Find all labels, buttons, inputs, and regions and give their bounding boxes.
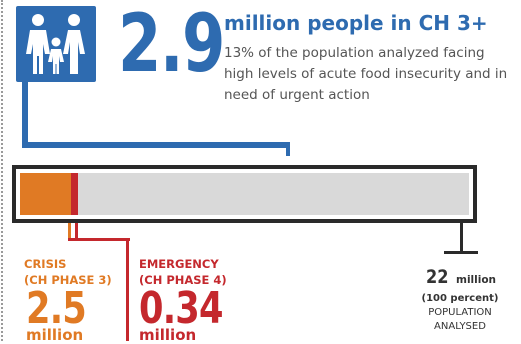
connector-tick [286,142,290,156]
total-unit: million [456,274,497,286]
total-value-line: 22 million [417,266,503,288]
crisis-unit: million [26,326,84,344]
total-label-line2: ANALYSED [434,321,486,332]
crisis-value: 2.5 [26,283,87,334]
emergency-connector-line [75,223,78,240]
crisis-label-line1: CRISIS [24,257,67,271]
emergency-label-line1: EMERGENCY [139,257,219,271]
family-icon [16,6,96,82]
total-marker-stem [460,223,463,253]
crisis-label-line2: (CH PHASE 3) [24,273,112,287]
headline-description: 13% of the population analyzed facing hi… [224,45,508,103]
connector-stem [22,82,28,148]
emergency-value: 0.34 [139,283,223,334]
connector-bracket [22,142,290,148]
emergency-unit: million [139,326,197,344]
emergency-label-line2: (CH PHASE 4) [139,273,227,287]
headline-number: 2.9 [118,0,225,90]
total-value: 22 [425,266,449,288]
emergency-connector-down [126,238,129,341]
headline-title: million people in CH 3+ [224,11,488,35]
crisis-connector-horizontal [68,238,127,241]
total-label-line1: POPULATION [428,307,492,318]
total-percent: (100 percent) [421,293,499,304]
crisis-fill [20,173,71,215]
crisis-connector-line [68,223,71,240]
page-border-dotted [1,0,3,341]
total-marker-bar [444,251,478,254]
emergency-fill [71,173,78,215]
population-bar-track [20,173,469,215]
